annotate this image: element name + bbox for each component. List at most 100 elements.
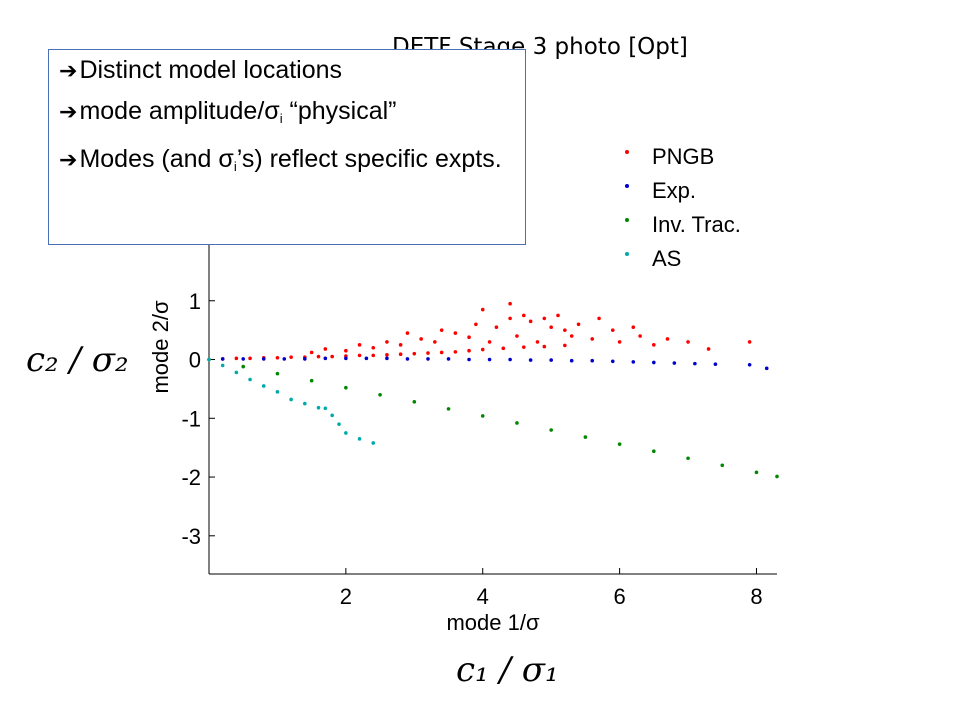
point-pngb: [385, 353, 389, 357]
point-as: [275, 390, 280, 394]
point-pngb: [398, 352, 403, 357]
point-pngb: [617, 340, 622, 344]
note-line-2: ➔mode amplitude/σi “physical”: [59, 97, 515, 133]
y-tick-label: 1: [189, 289, 201, 314]
point-pngb: [480, 347, 485, 352]
point-exp: [220, 357, 225, 361]
note-line-1: ➔Distinct model locations: [59, 56, 515, 85]
point-exp: [672, 361, 677, 365]
bottom-math-label: c₁ / σ₁: [456, 650, 559, 690]
point-pngb: [563, 343, 567, 348]
point-exp: [569, 358, 574, 363]
point-inv-trac: [549, 428, 553, 432]
point-exp: [364, 356, 369, 361]
legend-label: Exp.: [652, 178, 696, 203]
y-tick-label: 0: [189, 348, 201, 373]
point-pngb: [316, 354, 321, 359]
point-pngb: [569, 334, 574, 338]
point-pngb: [439, 350, 444, 355]
point-pngb: [385, 340, 389, 344]
point-as: [344, 431, 348, 435]
point-as: [337, 422, 341, 426]
data-points: [207, 301, 779, 479]
point-exp: [261, 357, 266, 361]
point-pngb: [480, 307, 485, 312]
left-math-label: c₂ / σ₂: [26, 340, 129, 380]
right-arrow-icon: ➔: [59, 58, 78, 83]
point-exp: [549, 358, 553, 362]
point-pngb: [412, 351, 417, 356]
point-as: [220, 363, 225, 368]
point-pngb: [234, 356, 239, 361]
point-inv-trac: [344, 385, 348, 390]
point-as: [323, 406, 328, 411]
point-pngb: [631, 325, 636, 330]
point-pngb: [467, 348, 471, 353]
point-exp: [747, 363, 752, 367]
x-tick-label: 6: [613, 584, 625, 609]
point-exp: [652, 360, 656, 365]
point-pngb: [521, 345, 526, 349]
point-pngb: [494, 325, 499, 330]
point-pngb: [535, 340, 540, 344]
legend-marker: [625, 184, 629, 188]
point-pngb: [501, 346, 506, 351]
legend-label: PNGB: [652, 144, 714, 169]
point-exp: [282, 357, 287, 361]
point-pngb: [309, 350, 314, 355]
axes-frame: [208, 242, 777, 575]
point-pngb: [549, 325, 553, 330]
point-pngb: [357, 353, 362, 358]
point-pngb: [453, 331, 458, 335]
x-tick-label: 8: [750, 584, 762, 609]
point-pngb: [597, 316, 601, 321]
point-pngb: [747, 340, 752, 344]
point-as: [234, 370, 239, 375]
legend-label: AS: [652, 246, 681, 271]
point-exp: [241, 357, 246, 361]
point-pngb: [652, 343, 656, 347]
point-inv-trac: [652, 449, 656, 453]
point-inv-trac: [515, 421, 519, 425]
point-pngb: [508, 301, 512, 306]
point-pngb: [610, 328, 615, 332]
point-pngb: [487, 340, 492, 344]
point-exp: [528, 358, 533, 362]
note-line-3: ➔Modes (and σi’s) reflect specific expts…: [59, 145, 515, 181]
point-exp: [590, 358, 595, 363]
point-inv-trac: [480, 414, 485, 418]
point-pngb: [686, 340, 690, 344]
point-exp: [487, 357, 492, 362]
y-tick-label: -3: [181, 524, 201, 549]
x-axis-label: mode 1/σ: [446, 610, 539, 635]
point-exp: [508, 357, 512, 362]
point-as: [316, 405, 321, 410]
point-inv-trac: [309, 378, 314, 383]
point-exp: [385, 356, 389, 361]
point-as: [248, 377, 252, 382]
x-tick-label: 4: [477, 584, 489, 609]
point-pngb: [275, 355, 280, 360]
y-axis-label: mode 2/σ: [148, 300, 173, 393]
point-inv-trac: [686, 456, 690, 461]
point-pngb: [419, 337, 423, 341]
point-pngb: [467, 335, 471, 339]
point-pngb: [371, 353, 376, 358]
legend-marker: [625, 218, 629, 222]
x-tick-marks: 2 4 6 8: [340, 568, 763, 609]
point-as: [357, 437, 362, 441]
note-text-pre: mode amplitude/σ: [79, 97, 280, 125]
point-pngb: [371, 345, 376, 350]
point-pngb: [405, 331, 410, 335]
legend-label: Inv. Trac.: [652, 212, 741, 237]
point-inv-trac: [241, 364, 246, 369]
point-as: [371, 441, 376, 445]
point-pngb: [433, 340, 437, 344]
point-inv-trac: [583, 435, 588, 439]
point-exp: [764, 366, 769, 371]
point-pngb: [357, 343, 362, 347]
point-inv-trac: [378, 392, 382, 397]
point-pngb: [576, 322, 581, 327]
legend-marker: [625, 252, 629, 256]
